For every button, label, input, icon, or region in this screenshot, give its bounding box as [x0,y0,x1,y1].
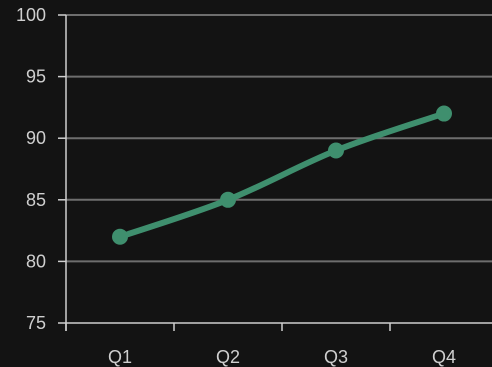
data-point-q3 [328,142,344,159]
y-tick-label: 95 [26,67,46,87]
axes [58,14,492,331]
data-point-q1 [112,228,128,245]
data-point-q2 [220,191,236,208]
x-tick-label: Q4 [432,347,456,367]
y-tick-label: 90 [26,128,46,148]
y-tick-label: 75 [26,313,46,333]
tick-labels: 75 80 85 90 95 100 Q1 Q2 Q3 Q4 [16,5,456,367]
grid-lines [66,14,492,263]
data-point-q4 [436,105,452,122]
y-tick-label: 80 [26,251,46,271]
y-tick-label: 100 [16,5,46,25]
y-tick-label: 85 [26,190,46,210]
series [112,105,452,245]
series-line [117,110,447,240]
x-tick-label: Q2 [216,347,240,367]
x-tick-label: Q1 [108,347,132,367]
x-tick-label: Q3 [324,347,348,367]
